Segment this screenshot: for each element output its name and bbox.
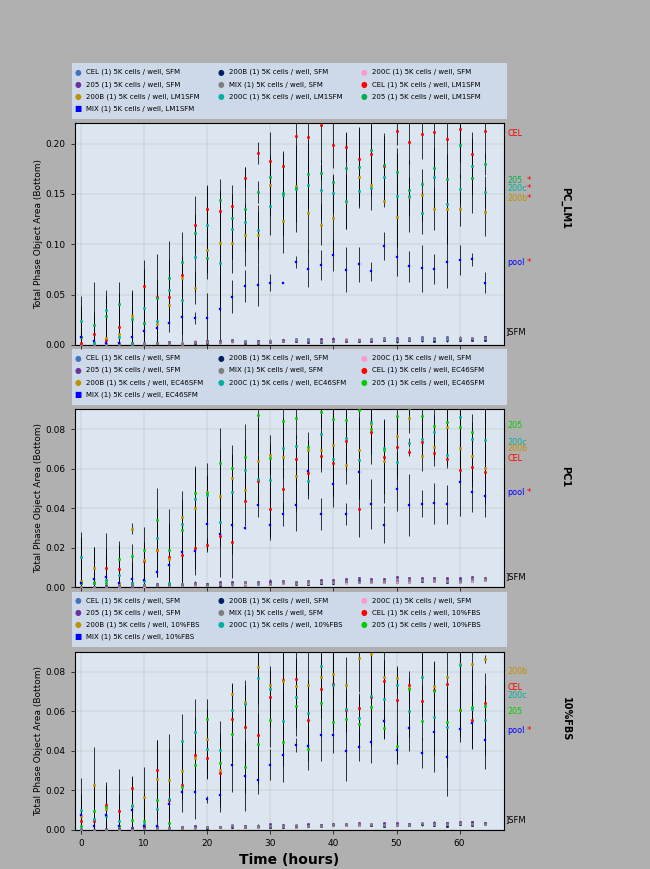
Text: ]SFM: ]SFM <box>506 573 526 581</box>
Y-axis label: Total Phase Object Area (Bottom): Total Phase Object Area (Bottom) <box>34 159 43 309</box>
Text: 200b: 200b <box>507 667 527 676</box>
X-axis label: Time (hours): Time (hours) <box>239 853 339 867</box>
Text: ●: ● <box>361 92 367 101</box>
Text: ●: ● <box>75 92 81 101</box>
Text: ●: ● <box>218 366 224 375</box>
Text: 205 (1) 5K cells / well, SFM: 205 (1) 5K cells / well, SFM <box>86 81 181 88</box>
Text: 200b: 200b <box>507 444 527 454</box>
Text: 200B (1) 5K cells / well, 10%FBS: 200B (1) 5K cells / well, 10%FBS <box>86 621 200 628</box>
Text: CEL: CEL <box>507 129 522 138</box>
Text: CEL (1) 5K cells / well, 10%FBS: CEL (1) 5K cells / well, 10%FBS <box>372 609 481 616</box>
Text: CEL: CEL <box>507 683 522 692</box>
Text: ]SFM: ]SFM <box>506 328 526 336</box>
Text: ●: ● <box>75 68 81 76</box>
Text: CEL: CEL <box>507 454 522 463</box>
Text: ●: ● <box>361 366 367 375</box>
Text: 200C (1) 5K cells / well, EC46SFM: 200C (1) 5K cells / well, EC46SFM <box>229 379 346 386</box>
Text: ●: ● <box>218 608 224 617</box>
Text: 205 (1) 5K cells / well, SFM: 205 (1) 5K cells / well, SFM <box>86 609 181 616</box>
Y-axis label: Total Phase Object Area (Bottom): Total Phase Object Area (Bottom) <box>34 423 43 574</box>
Text: 200B (1) 5K cells / well, LM1SFM: 200B (1) 5K cells / well, LM1SFM <box>86 93 200 100</box>
Text: CEL (1) 5K cells / well, SFM: CEL (1) 5K cells / well, SFM <box>86 597 181 604</box>
Text: ●: ● <box>75 366 81 375</box>
Text: ●: ● <box>218 378 224 387</box>
Text: ●: ● <box>218 596 224 605</box>
Text: 200B (1) 5K cells / well, SFM: 200B (1) 5K cells / well, SFM <box>229 355 329 362</box>
Text: *: * <box>526 726 531 735</box>
Text: ●: ● <box>218 68 224 76</box>
Text: ●: ● <box>218 354 224 362</box>
Text: ●: ● <box>75 378 81 387</box>
Text: ■: ■ <box>75 390 82 399</box>
Text: 200B (1) 5K cells / well, EC46SFM: 200B (1) 5K cells / well, EC46SFM <box>86 379 203 386</box>
Text: MIX (1) 5K cells / well, SFM: MIX (1) 5K cells / well, SFM <box>229 81 323 88</box>
Text: 200b: 200b <box>507 195 527 203</box>
Text: ●: ● <box>361 608 367 617</box>
Text: MIX (1) 5K cells / well, LM1SFM: MIX (1) 5K cells / well, LM1SFM <box>86 105 195 112</box>
Text: *: * <box>526 488 531 497</box>
Text: ●: ● <box>361 68 367 76</box>
Text: CEL (1) 5K cells / well, SFM: CEL (1) 5K cells / well, SFM <box>86 69 181 76</box>
Text: ●: ● <box>218 620 224 629</box>
Text: ●: ● <box>75 620 81 629</box>
Text: 205 (1) 5K cells / well, 10%FBS: 205 (1) 5K cells / well, 10%FBS <box>372 621 481 628</box>
Y-axis label: Total Phase Object Area (Bottom): Total Phase Object Area (Bottom) <box>34 666 43 816</box>
Text: 200C (1) 5K cells / well, LM1SFM: 200C (1) 5K cells / well, LM1SFM <box>229 93 343 100</box>
Text: ●: ● <box>75 354 81 362</box>
Text: ●: ● <box>75 596 81 605</box>
Text: ●: ● <box>218 80 224 89</box>
Text: MIX (1) 5K cells / well, EC46SFM: MIX (1) 5K cells / well, EC46SFM <box>86 391 198 398</box>
Text: pool: pool <box>507 726 525 735</box>
Text: 200C (1) 5K cells / well, 10%FBS: 200C (1) 5K cells / well, 10%FBS <box>229 621 343 628</box>
Text: 205 (1) 5K cells / well, SFM: 205 (1) 5K cells / well, SFM <box>86 367 181 374</box>
Text: 205 (1) 5K cells / well, LM1SFM: 205 (1) 5K cells / well, LM1SFM <box>372 93 481 100</box>
Text: ●: ● <box>361 80 367 89</box>
Text: 200c: 200c <box>507 439 526 448</box>
Text: 200B (1) 5K cells / well, SFM: 200B (1) 5K cells / well, SFM <box>229 597 329 604</box>
Text: pool: pool <box>507 488 525 497</box>
Text: ●: ● <box>75 608 81 617</box>
Text: ]SFM: ]SFM <box>506 815 526 824</box>
Text: pool: pool <box>507 258 525 267</box>
Text: 200c: 200c <box>507 184 526 194</box>
Text: *: * <box>526 184 531 194</box>
Text: ■: ■ <box>75 104 82 113</box>
Text: ●: ● <box>75 80 81 89</box>
Text: PC1: PC1 <box>560 467 571 488</box>
Text: ●: ● <box>361 596 367 605</box>
Text: 200C (1) 5K cells / well, SFM: 200C (1) 5K cells / well, SFM <box>372 69 472 76</box>
Text: 200C (1) 5K cells / well, SFM: 200C (1) 5K cells / well, SFM <box>372 355 472 362</box>
Text: MIX (1) 5K cells / well, 10%FBS: MIX (1) 5K cells / well, 10%FBS <box>86 634 194 640</box>
Text: ●: ● <box>361 378 367 387</box>
Text: ●: ● <box>361 354 367 362</box>
Text: ●: ● <box>218 92 224 101</box>
Text: ●: ● <box>361 620 367 629</box>
Text: 205 (1) 5K cells / well, EC46SFM: 205 (1) 5K cells / well, EC46SFM <box>372 379 485 386</box>
Text: 200c: 200c <box>507 691 526 700</box>
Text: MIX (1) 5K cells / well, SFM: MIX (1) 5K cells / well, SFM <box>229 367 323 374</box>
Text: CEL (1) 5K cells / well, LM1SFM: CEL (1) 5K cells / well, LM1SFM <box>372 81 481 88</box>
Text: *: * <box>526 258 531 267</box>
Text: PC_LM1: PC_LM1 <box>560 187 571 229</box>
Text: 205: 205 <box>507 176 522 185</box>
Text: ■: ■ <box>75 633 82 641</box>
Text: MIX (1) 5K cells / well, SFM: MIX (1) 5K cells / well, SFM <box>229 609 323 616</box>
Text: CEL (1) 5K cells / well, EC46SFM: CEL (1) 5K cells / well, EC46SFM <box>372 367 485 374</box>
Text: CEL (1) 5K cells / well, SFM: CEL (1) 5K cells / well, SFM <box>86 355 181 362</box>
Text: 200B (1) 5K cells / well, SFM: 200B (1) 5K cells / well, SFM <box>229 69 329 76</box>
Text: 205: 205 <box>507 421 522 429</box>
Text: *: * <box>526 176 531 185</box>
Text: 10%FBS: 10%FBS <box>560 697 571 741</box>
Text: *: * <box>526 195 531 203</box>
Text: 200C (1) 5K cells / well, SFM: 200C (1) 5K cells / well, SFM <box>372 597 472 604</box>
Text: 205: 205 <box>507 706 522 716</box>
